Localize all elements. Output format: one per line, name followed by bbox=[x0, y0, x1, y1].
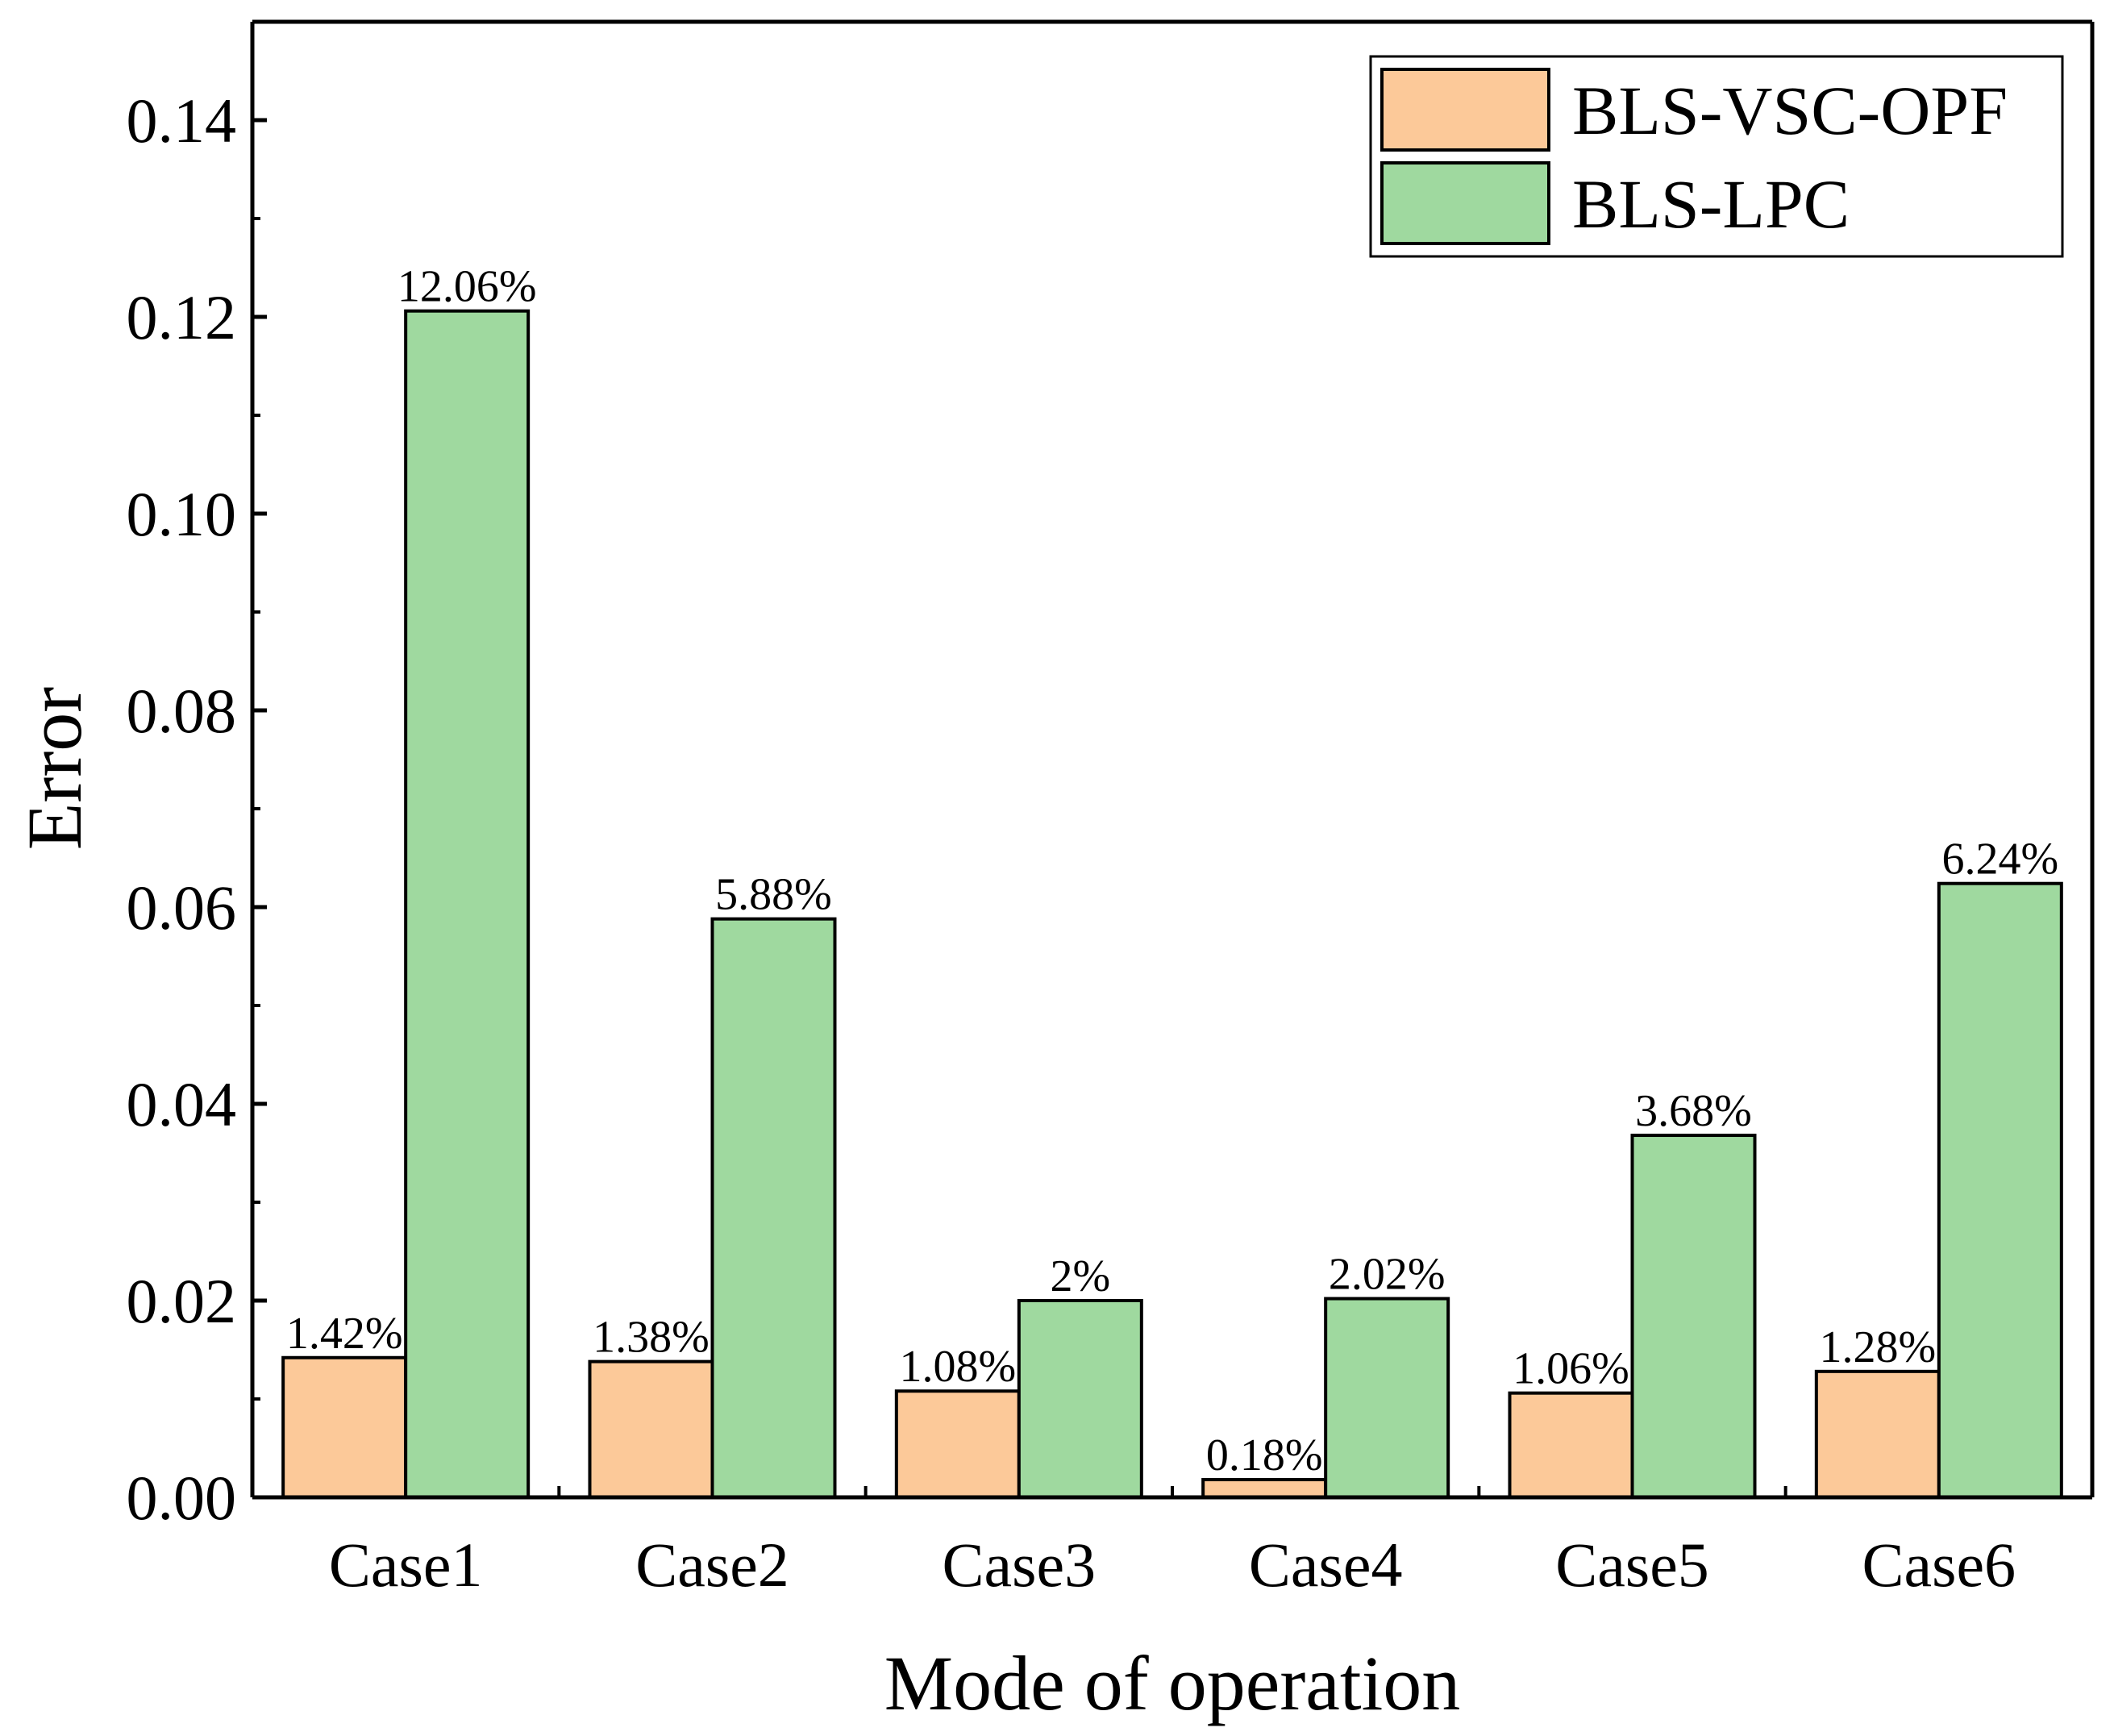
bar-bls-vsc-opf-case4 bbox=[1201, 1478, 1328, 1500]
y-tick-label-0.02: 0.02 bbox=[127, 1266, 237, 1336]
y-tick-label-0.10: 0.10 bbox=[127, 479, 237, 549]
data-label-bls-vsc-opf-case4: 0.18% bbox=[1206, 1430, 1323, 1480]
axes-group: Case1 Case2 Case3 Case4 Case5 Case6 0.00 0.02 0.… bbox=[127, 19, 2095, 1600]
bar-bls-lpc-case3 bbox=[1017, 1299, 1143, 1499]
data-label-bls-lpc-case3: 2% bbox=[1051, 1251, 1111, 1301]
bar-bls-lpc-case5 bbox=[1630, 1134, 1757, 1500]
bar-bls-lpc-case2 bbox=[710, 917, 837, 1499]
bar-bls-vsc-opf-case3 bbox=[894, 1389, 1021, 1499]
bar-bls-lpc-case1 bbox=[404, 309, 531, 1499]
legend-swatch-bls-lpc bbox=[1380, 161, 1550, 245]
data-label-bls-lpc-case6: 6.24% bbox=[1942, 835, 2059, 885]
bar-bls-lpc-case4 bbox=[1324, 1297, 1450, 1500]
data-label-bls-lpc-case1: 12.06% bbox=[397, 262, 537, 312]
y-tick-label-0.04: 0.04 bbox=[127, 1069, 237, 1139]
bar-bls-vsc-opf-case1 bbox=[281, 1355, 408, 1500]
y-tick-label-0.06: 0.06 bbox=[127, 872, 237, 943]
bar-bls-lpc-case6 bbox=[1937, 881, 2063, 1499]
x-tick-label-case5: Case5 bbox=[1555, 1530, 1709, 1600]
y-tick-label-0.00: 0.00 bbox=[127, 1463, 237, 1533]
x-tick-label-case3: Case3 bbox=[943, 1530, 1097, 1600]
x-tick-label-case2: Case2 bbox=[635, 1530, 789, 1600]
legend-label-bls-vsc-opf: BLS-VSC-OPF bbox=[1572, 72, 2008, 149]
bars-group bbox=[281, 309, 2063, 1500]
data-labels-group: 1.42% 12.06% 1.38% 5.88% 1.08% 2% 0.18% 2.02% 1.… bbox=[286, 262, 2058, 1480]
legend-swatch-bls-vsc-opf bbox=[1380, 68, 1550, 152]
data-label-bls-lpc-case2: 5.88% bbox=[715, 870, 832, 920]
y-axis-title: Error bbox=[11, 687, 98, 851]
data-label-bls-vsc-opf-case5: 1.06% bbox=[1513, 1344, 1629, 1394]
data-label-bls-lpc-case5: 3.68% bbox=[1635, 1086, 1752, 1136]
legend: BLS-VSC-OPF BLS-LPC bbox=[1369, 55, 2064, 258]
data-label-bls-vsc-opf-case6: 1.28% bbox=[1820, 1322, 1937, 1372]
data-label-bls-vsc-opf-case1: 1.42% bbox=[286, 1309, 403, 1359]
bar-bls-vsc-opf-case6 bbox=[1814, 1369, 1941, 1499]
legend-label-bls-lpc: BLS-LPC bbox=[1572, 165, 1850, 243]
bar-bls-vsc-opf-case2 bbox=[588, 1359, 714, 1500]
y-tick-label-0.14: 0.14 bbox=[127, 85, 237, 156]
data-label-bls-lpc-case4: 2.02% bbox=[1329, 1250, 1446, 1300]
y-tick-label-0.12: 0.12 bbox=[127, 282, 237, 352]
bar-bls-vsc-opf-case5 bbox=[1508, 1391, 1634, 1500]
x-tick-label-case6: Case6 bbox=[1862, 1530, 2016, 1600]
y-tick-label-0.08: 0.08 bbox=[127, 676, 237, 746]
x-tick-label-case4: Case4 bbox=[1249, 1530, 1403, 1600]
data-label-bls-vsc-opf-case3: 1.08% bbox=[900, 1342, 1017, 1392]
x-tick-label-case1: Case1 bbox=[329, 1530, 483, 1600]
x-axis-title: Mode of operation bbox=[884, 1640, 1460, 1726]
data-label-bls-vsc-opf-case2: 1.38% bbox=[593, 1313, 710, 1363]
